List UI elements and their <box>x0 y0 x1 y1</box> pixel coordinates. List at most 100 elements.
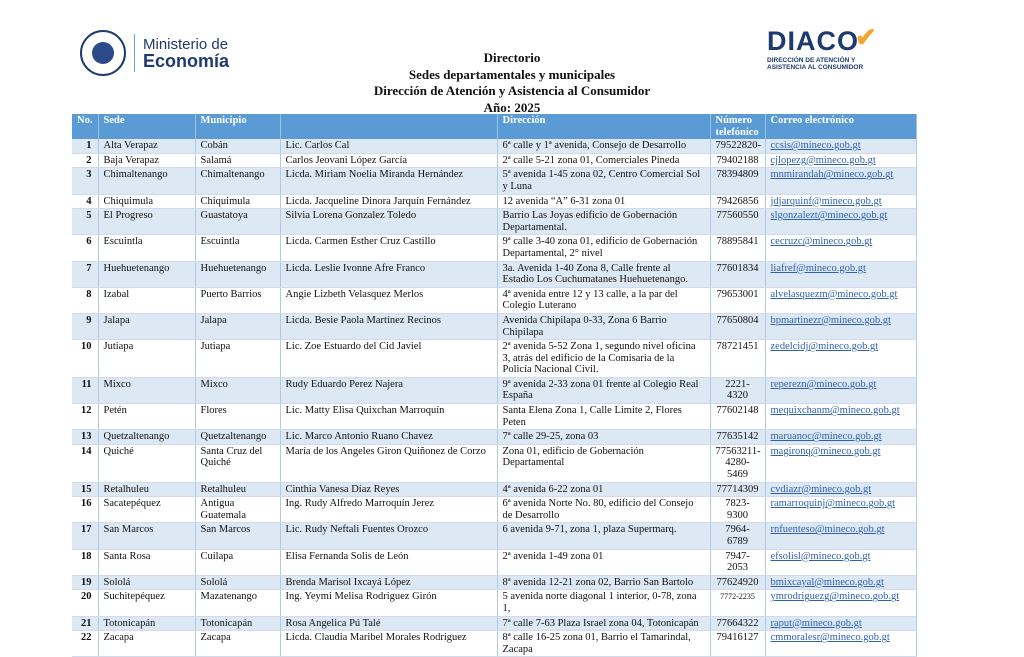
cell-direccion: 4ª avenida 6-22 zona 01 <box>497 482 711 498</box>
cell-correo[interactable]: maruanoc@mineco.gob.gt <box>765 429 917 445</box>
cell-municipio: Chimaltenango <box>195 167 281 195</box>
cell-correo[interactable]: slgonzalezt@mineco.gob.gt <box>765 208 917 236</box>
cell-correo[interactable]: cvdiazr@mineco.gob.gt <box>765 482 917 498</box>
table-row: 17 San Marcos San Marcos Lic. Rudy Neftali … <box>72 522 917 550</box>
cell-responsable: Cinthia Vanesa Díaz Reyes <box>280 482 498 498</box>
cell-responsable: Silvia Lorena Gonzalez Toledo <box>280 208 498 236</box>
diaco-name: DIACO <box>767 26 859 56</box>
cell-correo[interactable]: ccsis@mineco.gob.gt <box>765 139 917 154</box>
checkmark-icon: ✔ <box>855 22 878 52</box>
header-responsable <box>280 114 498 140</box>
diaco-logo: DIACO ✔ DIRECCIÓN DE ATENCIÓN Y ASISTENCI… <box>767 24 877 72</box>
cell-correo[interactable]: cecruzc@mineco.gob.gt <box>765 234 917 262</box>
cell-sede: Quetzaltenango <box>98 429 196 445</box>
cell-telefono: 7964-6789 <box>710 522 766 550</box>
table-row: 3 Chimaltenango Chimaltenango Licda. Miriam… <box>72 167 917 195</box>
cell-sede: Suchitepéquez <box>98 589 196 617</box>
cell-correo[interactable]: bpmartinezr@mineco.gob.gt <box>765 313 917 341</box>
cell-telefono: 79426856 <box>710 194 766 210</box>
cell-telefono: 79522820- <box>710 139 766 154</box>
cell-municipio: Antigua Guatemala <box>195 496 281 524</box>
cell-sede: Mixco <box>98 377 196 405</box>
cell-row-number: 11 <box>72 377 99 405</box>
cell-row-number: 19 <box>72 575 99 591</box>
diaco-sub1: DIRECCIÓN DE ATENCIÓN Y <box>767 57 856 64</box>
header-direccion: Dirección <box>497 114 711 140</box>
cell-sede: El Progreso <box>98 208 196 236</box>
cell-row-number: 5 <box>72 208 99 236</box>
cell-correo[interactable]: ymrodriguezg@mineco.gob.gt <box>765 589 917 617</box>
cell-municipio: Cuilapa <box>195 549 281 576</box>
cell-telefono: 7823-9300 <box>710 496 766 524</box>
cell-sede: Jutiapa <box>98 339 196 378</box>
cell-row-number: 20 <box>72 589 99 617</box>
table-row: 10 Jutiapa Jutiapa Lic. Zoe Estuardo del Ci… <box>72 339 917 378</box>
cell-telefono: 77664322 <box>710 616 766 632</box>
table-row: 9 Jalapa Jalapa Licda. Besie Paola Martínez… <box>72 313 917 341</box>
cell-responsable: Angie Lizbeth Velasquez Merlos <box>280 287 498 314</box>
cell-correo[interactable]: ramarroquinj@mineco.gob.gt <box>765 496 917 524</box>
cell-correo[interactable]: bmixcayal@mineco.gob.gt <box>765 575 917 591</box>
cell-municipio: Huehuetenango <box>195 261 281 288</box>
header-telefono: Número telefónico <box>710 114 766 140</box>
cell-telefono: 7947-2053 <box>710 549 766 576</box>
cell-sede: Izabal <box>98 287 196 314</box>
table-row: 11 Mixco Mixco Rudy Eduardo Perez Najera 9ª … <box>72 377 917 405</box>
cell-row-number: 10 <box>72 339 99 378</box>
table-row: 22 Zacapa Zacapa Licda. Claudia Maribel Mor… <box>72 630 917 657</box>
cell-telefono: 77714309 <box>710 482 766 498</box>
table-row: 16 Sacatepéquez Antigua Guatemala Ing. Rudy… <box>72 496 917 524</box>
header-correo: Correo electrónico <box>765 114 917 140</box>
cell-responsable: Carlos Jeovani López García <box>280 153 498 169</box>
cell-correo[interactable]: zedelcidj@mineco.gob.gt <box>765 339 917 378</box>
header-sede: Sede <box>98 114 196 140</box>
cell-responsable: Licda. Besie Paola Martínez Recinos <box>280 313 498 341</box>
cell-direccion: 7ª calle 29-25, zona 03 <box>497 429 711 445</box>
cell-correo[interactable]: rnfuenteso@mineco.gob.gt <box>765 522 917 550</box>
cell-responsable: Licda. Carmen Esther Cruz Castillo <box>280 234 498 262</box>
cell-direccion: 2ª calle 5-21 zona 01, Comerciales Pined… <box>497 153 711 169</box>
table-row: 15 Retalhuleu Retalhuleu Cinthia Vanesa Día… <box>72 482 917 498</box>
cell-correo[interactable]: efsolisl@mineco.gob.gt <box>765 549 917 576</box>
cell-municipio: Santa Cruz del Quiché <box>195 444 281 483</box>
cell-correo[interactable]: reperezn@mineco.gob.gt <box>765 377 917 405</box>
cell-responsable: Lic. Marco Antonio Ruano Chavez <box>280 429 498 445</box>
cell-correo[interactable]: raput@mineco.gob.gt <box>765 616 917 632</box>
cell-telefono: 77650804 <box>710 313 766 341</box>
cell-correo[interactable]: jdjarquinf@mineco.gob.gt <box>765 194 917 210</box>
cell-direccion: 3a. Avenida 1-40 Zona 8, Calle frente al… <box>497 261 711 288</box>
logo-line2: Economía <box>143 50 230 71</box>
table-header: No. Sede Municipio Dirección Número telefóni… <box>72 114 917 140</box>
cell-sede: Sololá <box>98 575 196 591</box>
cell-telefono: 77563211-4280-5469 <box>710 444 766 483</box>
cell-telefono: 77601834 <box>710 261 766 288</box>
cell-sede: Chimaltenango <box>98 167 196 195</box>
cell-row-number: 3 <box>72 167 99 195</box>
cell-correo[interactable]: magironq@mineco.gob.gt <box>765 444 917 483</box>
cell-correo[interactable]: mnmirandah@mineco.gob.gt <box>765 167 917 195</box>
table-row: 1 Alta Verapaz Cobán Lic. Carlos Cal 6ª call… <box>72 139 917 154</box>
cell-correo[interactable]: liafref@mineco.gob.gt <box>765 261 917 288</box>
table-row: 18 Santa Rosa Cuilapa Elisa Fernanda Solis … <box>72 549 917 576</box>
cell-telefono: 77602148 <box>710 403 766 431</box>
cell-telefono: 78721451 <box>710 339 766 378</box>
cell-row-number: 14 <box>72 444 99 483</box>
cell-sede: Zacapa <box>98 630 196 657</box>
cell-correo[interactable]: cjlopezg@mineco.gob.gt <box>765 153 917 169</box>
cell-municipio: Escuintla <box>195 234 281 262</box>
title-line4: Año: 2025 <box>483 99 541 115</box>
cell-row-number: 16 <box>72 496 99 524</box>
cell-sede: Petén <box>98 403 196 431</box>
cell-responsable: Licda. Leslie Ivonne Afre Franco <box>280 261 498 288</box>
cell-sede: Retalhuleu <box>98 482 196 498</box>
cell-sede: Quiché <box>98 444 196 483</box>
cell-correo[interactable]: mequixchanm@mineco.gob.gt <box>765 403 917 431</box>
cell-direccion: 6 avenida 9-71, zona 1, plaza Supermarq. <box>497 522 711 550</box>
table-row: 19 Sololá Sololá Brenda Marisol Ixcayá Lópe… <box>72 575 917 591</box>
cell-row-number: 13 <box>72 429 99 445</box>
cell-direccion: 6ª avenida Norte No. 80, edificio del Co… <box>497 496 711 524</box>
cell-sede: Santa Rosa <box>98 549 196 576</box>
cell-correo[interactable]: cmmoralesr@mineco.gob.gt <box>765 630 917 657</box>
cell-correo[interactable]: alvelasquezm@mineco.gob.gt <box>765 287 917 314</box>
cell-responsable: Licda. Miriam Noelia Miranda Hernández <box>280 167 498 195</box>
